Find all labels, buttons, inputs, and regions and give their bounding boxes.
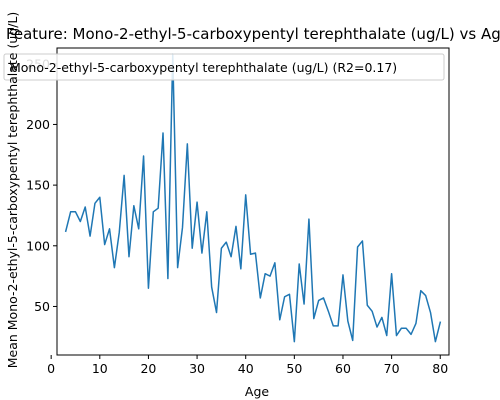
x-tick-label: 70 [384, 361, 400, 376]
data-point [303, 303, 305, 305]
data-point [279, 319, 281, 321]
data-point [70, 211, 72, 213]
data-point [430, 312, 432, 314]
data-point [425, 295, 427, 297]
data-point [196, 201, 198, 203]
data-point [157, 207, 159, 209]
data-point [133, 205, 135, 207]
data-point [245, 194, 247, 196]
data-point [386, 335, 388, 337]
data-point [123, 175, 125, 177]
data-point [118, 232, 120, 234]
data-point [269, 275, 271, 277]
data-point [337, 325, 339, 327]
y-tick-label: 100 [26, 238, 50, 253]
data-point [366, 304, 368, 306]
data-point [89, 235, 91, 237]
data-point [284, 296, 286, 298]
data-point [143, 155, 145, 157]
data-point [396, 335, 398, 337]
x-tick-label: 80 [432, 361, 448, 376]
data-point [148, 287, 150, 289]
data-point [376, 326, 378, 328]
data-point [420, 290, 422, 292]
data-point [167, 278, 169, 280]
data-point [191, 247, 193, 249]
data-point [206, 211, 208, 213]
data-point [216, 312, 218, 314]
y-tick-label: 200 [26, 117, 50, 132]
data-point [362, 240, 364, 242]
data-point [114, 267, 116, 269]
data-point [162, 132, 164, 134]
y-tick-label: 150 [26, 178, 50, 193]
data-point [405, 328, 407, 330]
data-point [104, 244, 106, 246]
data-point [138, 228, 140, 230]
data-point [328, 311, 330, 313]
data-point [211, 286, 213, 288]
y-tick-label: 50 [34, 299, 50, 314]
data-point [187, 143, 189, 145]
data-point [240, 268, 242, 270]
data-point [128, 256, 130, 258]
data-point [75, 211, 77, 213]
x-tick-label: 0 [47, 361, 55, 376]
data-point [439, 321, 441, 323]
data-point [318, 300, 320, 302]
data-point [347, 320, 349, 322]
x-tick-label: 40 [238, 361, 254, 376]
data-point [250, 253, 252, 255]
x-axis-label: Age [245, 384, 269, 399]
data-point [289, 294, 291, 296]
data-point [255, 252, 257, 254]
x-tick-label: 10 [92, 361, 108, 376]
x-tick-label: 20 [140, 361, 156, 376]
legend: Mono-2-ethyl-5-carboxypentyl terephthala… [3, 53, 445, 81]
axes-frame [56, 47, 450, 356]
y-axis-label: Mean Mono-2-ethyl-5-carboxypentyl tereph… [5, 12, 20, 369]
data-point [80, 221, 82, 223]
data-point [352, 340, 354, 342]
data-point [323, 297, 325, 299]
data-point [357, 246, 359, 248]
data-point [410, 334, 412, 336]
data-point [177, 267, 179, 269]
data-point [225, 241, 227, 243]
data-point [65, 230, 67, 232]
data-point [260, 297, 262, 299]
data-point [182, 227, 184, 229]
legend-entry-label: Mono-2-ethyl-5-carboxypentyl terephthala… [10, 60, 397, 75]
data-point [435, 341, 437, 343]
data-point [381, 317, 383, 319]
chart-title: Feature: Mono-2-ethyl-5-carboxypentyl te… [6, 25, 500, 43]
x-tick-label: 30 [189, 361, 205, 376]
data-point [153, 211, 155, 213]
data-point [99, 196, 101, 198]
series-line [64, 53, 442, 343]
data-point [308, 218, 310, 220]
data-point [371, 311, 373, 313]
data-point [109, 228, 111, 230]
data-point [94, 203, 96, 205]
data-point [401, 328, 403, 330]
data-point [230, 256, 232, 258]
data-point [274, 262, 276, 264]
data-point [235, 226, 237, 228]
data-point [313, 318, 315, 320]
data-point [342, 274, 344, 276]
data-point [391, 273, 393, 275]
x-tick-label: 60 [335, 361, 351, 376]
data-point [298, 263, 300, 265]
legend-box [3, 53, 445, 81]
x-tick-label: 50 [286, 361, 302, 376]
data-point [332, 325, 334, 327]
data-point [415, 323, 417, 325]
data-point [294, 341, 296, 343]
data-point [264, 273, 266, 275]
data-point [84, 206, 86, 208]
data-point [221, 247, 223, 249]
data-point [201, 252, 203, 254]
